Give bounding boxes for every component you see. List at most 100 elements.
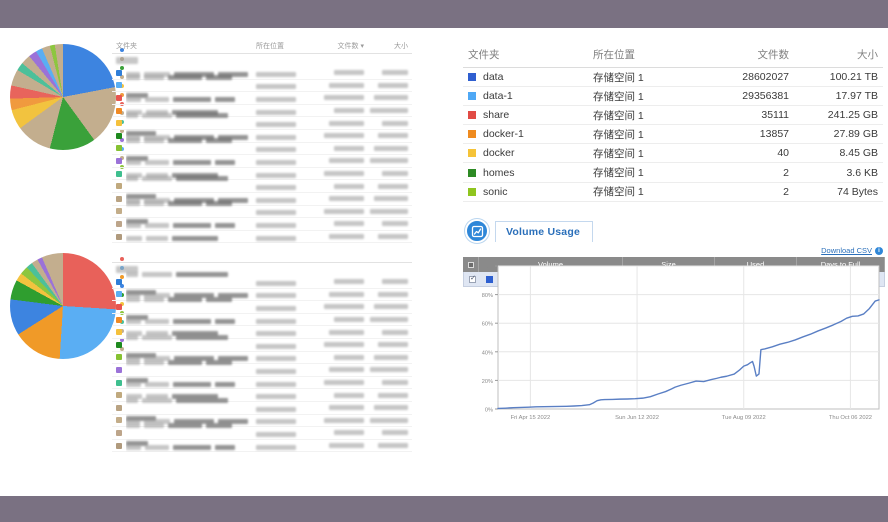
redacted-text: [144, 422, 164, 428]
cell-size: [364, 405, 412, 411]
cell-folder: [126, 348, 256, 366]
table-row[interactable]: [112, 92, 412, 105]
color-swatch: [116, 220, 122, 227]
redacted-text: [382, 171, 408, 177]
redacted-text: [146, 331, 168, 337]
table-row[interactable]: sonic 存储空间 1 2 74 Bytes: [463, 183, 883, 202]
cell-size: [364, 342, 412, 348]
redacted-text: [174, 419, 214, 425]
table-row[interactable]: [112, 352, 412, 365]
table-row[interactable]: [112, 422, 412, 446]
redacted-text: [382, 380, 408, 386]
cell-location: [256, 386, 312, 404]
cell-location: [256, 336, 312, 354]
table-row[interactable]: [112, 193, 412, 206]
column-header-folder[interactable]: 文件夹: [116, 43, 137, 50]
redacted-text: [126, 381, 141, 387]
table-row[interactable]: share 存储空间 1 35111 241.25 GB: [463, 106, 883, 126]
cell-file-count: [312, 392, 364, 398]
table-row[interactable]: data 存储空间 1 28602027 100.21 TB: [463, 68, 883, 88]
redacted-text: [329, 82, 364, 88]
cell-folder-name: share: [483, 109, 510, 122]
table-row[interactable]: [112, 440, 412, 453]
table-row[interactable]: [112, 67, 412, 80]
legend-dot: [120, 329, 124, 333]
column-header-file-count[interactable]: 文件数: [757, 49, 790, 61]
cell-size: [364, 354, 412, 360]
select-all-checkbox[interactable]: [463, 257, 479, 272]
cell-location: [256, 399, 312, 417]
column-header-file-count[interactable]: 文件数 ▾: [337, 43, 364, 50]
redacted-text: [168, 296, 202, 302]
table-row[interactable]: [112, 218, 412, 231]
table-row[interactable]: [112, 130, 412, 143]
info-icon[interactable]: i: [875, 246, 883, 255]
redacted-text: [370, 158, 408, 164]
color-swatch: [116, 442, 122, 449]
cell-file-count: [312, 70, 364, 76]
column-header-days-to-full[interactable]: Days to Full: [797, 257, 885, 272]
table-row[interactable]: [112, 314, 412, 327]
redacted-text: [334, 183, 364, 189]
table-row[interactable]: [112, 105, 412, 118]
column-header-size[interactable]: 大小: [857, 49, 878, 61]
cell-folder-name: data: [483, 71, 504, 84]
column-header-size[interactable]: 大小: [394, 43, 408, 50]
cell-location: [256, 323, 312, 341]
cell-folder: [126, 105, 256, 141]
table-row[interactable]: [112, 138, 412, 162]
table-row[interactable]: [112, 231, 412, 244]
x-axis-tick-label: Thu Oct 06 2022: [829, 415, 872, 421]
redacted-text: [126, 296, 140, 302]
table-row[interactable]: [112, 113, 412, 137]
redacted-text: [324, 380, 364, 386]
table-row[interactable]: docker 存储空间 1 40 8.45 GB: [463, 144, 883, 164]
cell-folder-name: sonic: [483, 185, 508, 198]
column-header-size[interactable]: Size: [623, 257, 715, 272]
cell-file-count: [312, 145, 364, 151]
cell-folder: [126, 327, 256, 363]
table-row[interactable]: [112, 201, 412, 225]
table-row[interactable]: [112, 397, 412, 421]
redacted-text: [144, 419, 170, 425]
column-header-location[interactable]: 所在位置: [593, 49, 635, 61]
redacted-text: [173, 381, 211, 387]
redacted-text: [329, 158, 364, 164]
table-row[interactable]: [112, 296, 412, 320]
table-row[interactable]: [112, 176, 412, 200]
table-row[interactable]: [112, 359, 412, 383]
tab-volume-usage[interactable]: Volume Usage: [495, 220, 593, 242]
redacted-text: [168, 201, 202, 207]
table-row[interactable]: [112, 289, 412, 302]
table-row[interactable]: [112, 271, 412, 295]
right-column: 文件夹 所在位置 文件数 大小 data 存储空间 1 28602027 100.21…: [455, 28, 888, 496]
redacted-text: [145, 222, 169, 228]
column-header-volume[interactable]: Volume: [479, 257, 623, 272]
color-swatch: [468, 130, 476, 139]
cell-folder-name: docker: [483, 147, 515, 160]
table-row[interactable]: homes 存储空间 1 2 3.6 KB: [463, 163, 883, 183]
table-row[interactable]: [112, 334, 412, 358]
cell-location: 存储空间 1: [593, 109, 644, 122]
table-header-row: 文件夹 所在位置 文件数 大小: [463, 42, 883, 68]
table-row[interactable]: [112, 168, 412, 181]
table-row[interactable]: [112, 326, 412, 339]
redacted-text: [374, 405, 408, 411]
table-row[interactable]: [112, 75, 412, 99]
redacted-text: [126, 352, 156, 358]
redacted-text: [116, 57, 138, 64]
column-header-folder[interactable]: 文件夹: [468, 49, 500, 61]
table-row[interactable]: [112, 377, 412, 390]
row-checkbox[interactable]: [464, 272, 480, 286]
column-header-location[interactable]: 所在位置: [256, 43, 284, 50]
download-csv-link[interactable]: Download CSV: [821, 246, 872, 255]
table-row[interactable]: data-1 存储空间 1 29356381 17.97 TB: [463, 87, 883, 107]
table-row[interactable]: [112, 155, 412, 168]
table-row[interactable]: [112, 415, 412, 428]
column-header-used[interactable]: Used: [715, 257, 797, 272]
table-row[interactable]: docker-1 存储空间 1 13857 27.89 GB: [463, 125, 883, 145]
redacted-text: [173, 96, 211, 102]
redacted-text: [142, 271, 172, 277]
table-row[interactable]: [112, 389, 412, 402]
cell-size: [364, 417, 412, 423]
